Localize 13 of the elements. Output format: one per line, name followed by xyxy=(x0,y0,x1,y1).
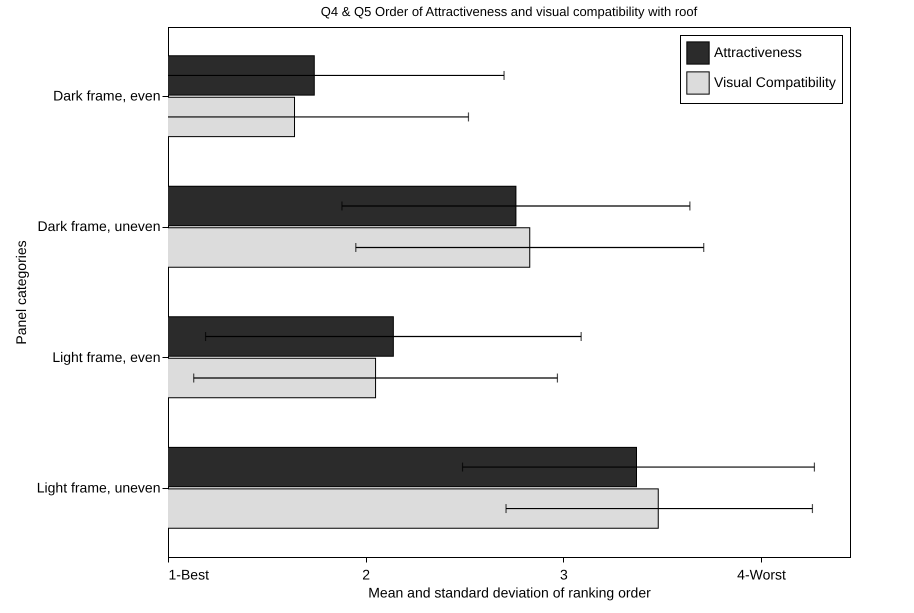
legend-label: Attractiveness xyxy=(714,44,802,60)
y-tick-label: Light frame, even xyxy=(52,348,160,365)
y-tick-label: Dark frame, uneven xyxy=(38,218,160,234)
x-tick-label: 1-Best xyxy=(168,566,210,582)
y-tick-label: Light frame, uneven xyxy=(36,479,160,496)
chart-title: Q4 & Q5 Order of Attractiveness and visual compatibility with roof xyxy=(320,4,698,19)
y-axis-title: Panel categories xyxy=(12,240,29,345)
y-tick-label: Dark frame, even xyxy=(53,88,160,104)
legend-label: Visual Compatibility xyxy=(714,74,836,90)
x-tick-label: 4-Worst xyxy=(737,566,786,582)
x-tick-label: 3 xyxy=(560,566,568,582)
x-tick-label: 2 xyxy=(362,566,370,582)
x-axis-title: Mean and standard deviation of ranking order xyxy=(368,584,652,600)
